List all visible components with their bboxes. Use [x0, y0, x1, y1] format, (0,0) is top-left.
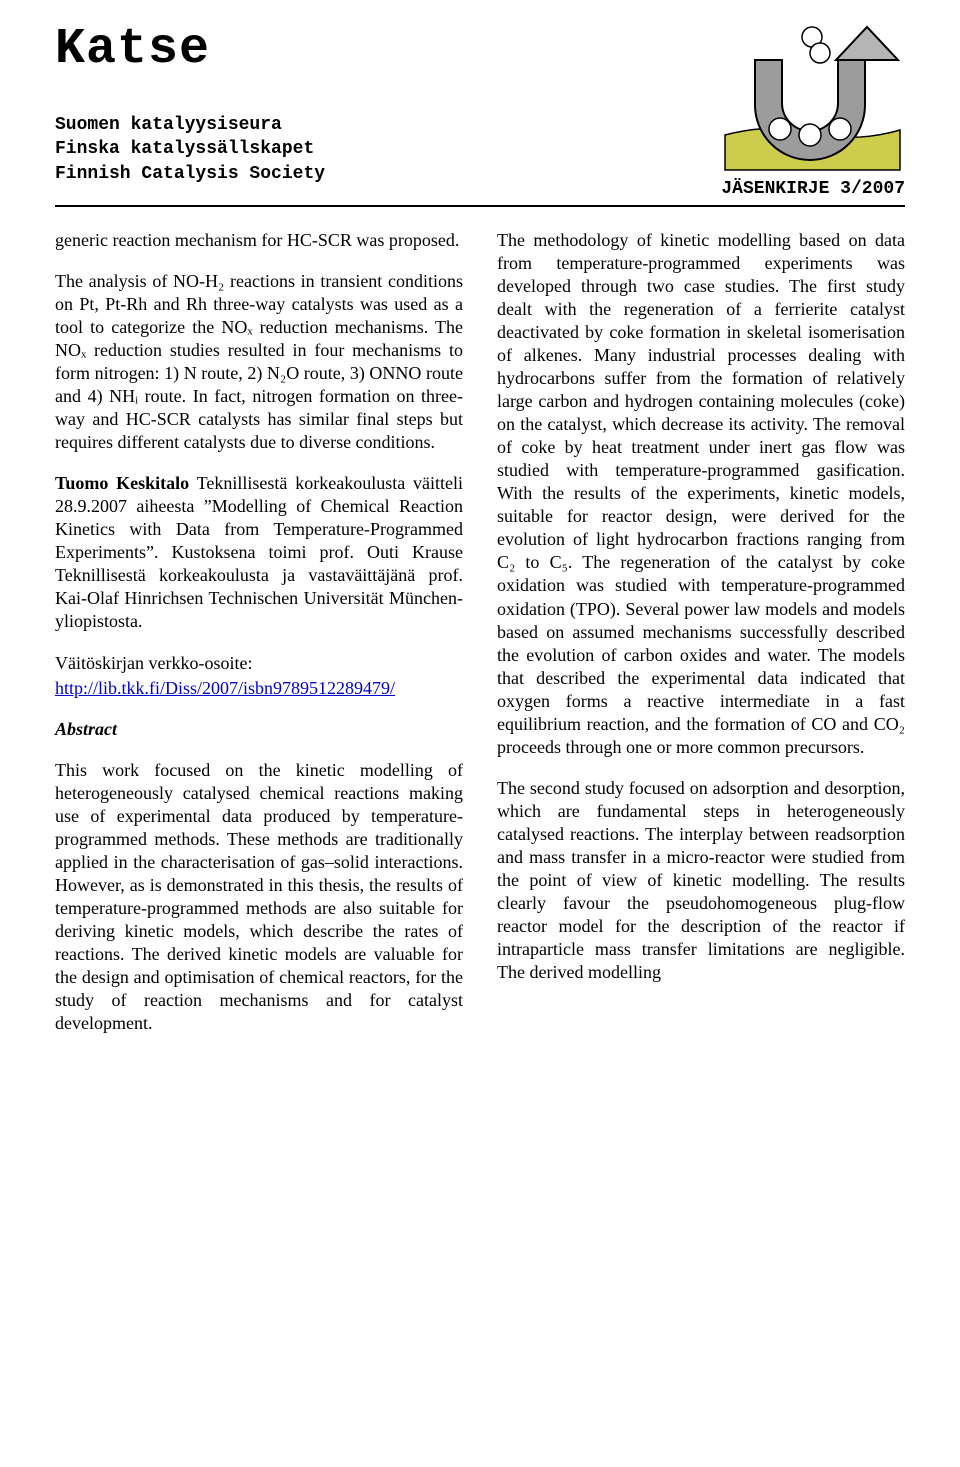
- thesis-link[interactable]: http://lib.tkk.fi/Diss/2007/isbn97895122…: [55, 678, 395, 698]
- paragraph: This work focused on the kinetic modelli…: [55, 759, 463, 1035]
- catalysis-logo-icon: [720, 25, 905, 175]
- page-header: Katse Suomen katalyysiseura Finska katal…: [55, 25, 905, 199]
- paragraph: Tuomo Keskitalo Teknillisestä korkea­kou…: [55, 472, 463, 633]
- org-line-2: Finska katalyssällskapet: [55, 137, 720, 161]
- org-names: Suomen katalyysiseura Finska katalyssäll…: [55, 113, 720, 186]
- author-name: Tuomo Keskitalo: [55, 473, 189, 493]
- issue-label: JÄSENKIRJE 3/2007: [721, 179, 905, 199]
- org-line-1: Suomen katalyysiseura: [55, 113, 720, 137]
- paragraph: The analysis of NO-H₂ reactions in trans…: [55, 270, 463, 454]
- abstract-heading: Abstract: [55, 718, 463, 741]
- header-right: JÄSENKIRJE 3/2007: [720, 25, 905, 199]
- paragraph: The second study focused on adsorption a…: [497, 777, 905, 984]
- org-line-3: Finnish Catalysis Society: [55, 162, 720, 186]
- masthead-title: Katse: [55, 25, 720, 75]
- body-columns: generic reaction mechanism for HC-SCR wa…: [55, 229, 905, 1035]
- header-left: Katse Suomen katalyysiseura Finska katal…: [55, 25, 720, 186]
- link-label: Väitöskirjan verkko-osoite:: [55, 652, 463, 675]
- paragraph: generic reaction mechanism for HC-SCR wa…: [55, 229, 463, 252]
- paragraph: The methodology of kinetic modelling bas…: [497, 229, 905, 759]
- paragraph-text: Teknillisestä korkea­koulusta väitteli 2…: [55, 473, 463, 631]
- header-divider: [55, 205, 905, 207]
- link-paragraph: Väitöskirjan verkko-osoite: http://lib.t…: [55, 652, 463, 700]
- abstract-heading-text: Abstract: [55, 719, 117, 739]
